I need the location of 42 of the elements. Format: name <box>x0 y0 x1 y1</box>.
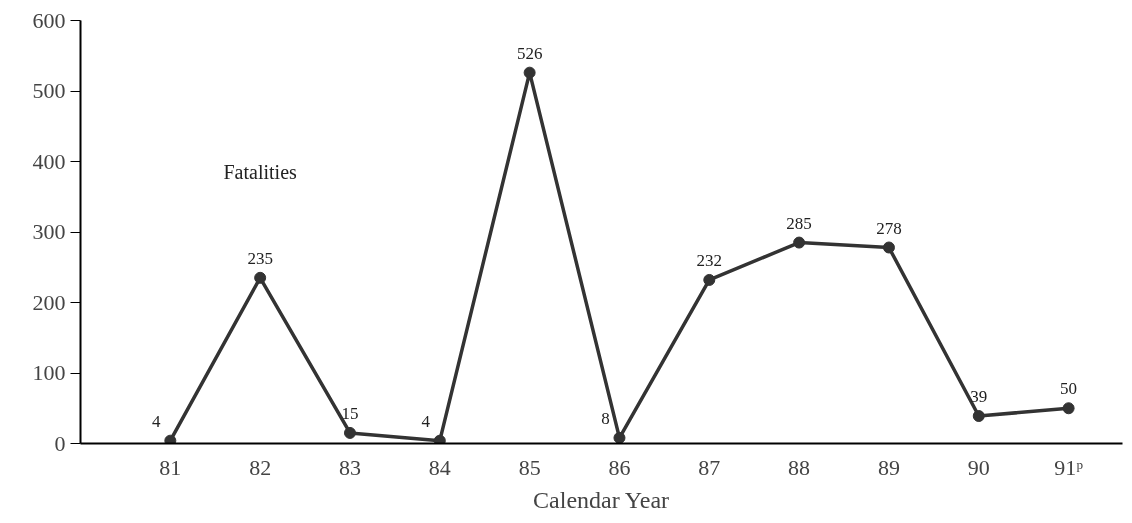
x-tick-label: 90 <box>967 454 990 480</box>
point <box>343 426 356 439</box>
x-tick-label: 85 <box>518 454 541 480</box>
point <box>164 434 177 444</box>
x-axis-title: Calendar Year <box>533 486 670 513</box>
x-tick-label: 88 <box>788 454 811 480</box>
x-tick-label: 83 <box>338 454 361 480</box>
x-tick-label: 87 <box>698 454 721 480</box>
y-tick-label: 200 <box>32 289 66 315</box>
y-tick-label: 600 <box>32 7 66 33</box>
x-tick-label: 91ᵖ <box>1054 454 1084 480</box>
y-tick-label: 100 <box>32 360 66 385</box>
point <box>882 241 895 254</box>
point <box>972 410 985 422</box>
data-label: 278 <box>876 218 902 238</box>
y-tick-label: 0 <box>54 430 66 456</box>
data-label: 235 <box>247 248 273 268</box>
point <box>523 66 536 79</box>
point <box>703 273 716 286</box>
text: Fatalities <box>223 160 298 183</box>
y-tick-label: 400 <box>32 148 66 174</box>
x-tick-label: 89 <box>877 454 900 480</box>
data-label: 8 <box>601 408 610 428</box>
x-tick-label: 86 <box>608 454 631 480</box>
point <box>613 431 626 444</box>
y-tick-label: 300 <box>32 219 66 244</box>
x-tick-label: 84 <box>428 454 451 480</box>
data-label: 50 <box>1060 379 1078 399</box>
data-label: 4 <box>152 411 162 431</box>
data-label: 15 <box>341 403 359 423</box>
point <box>793 236 806 249</box>
data-label: 232 <box>696 250 723 270</box>
data-label: 4 <box>421 411 431 431</box>
x-tick-label: 81 <box>159 454 182 480</box>
point <box>1062 402 1075 415</box>
point <box>433 434 446 444</box>
data-label: 39 <box>970 387 988 407</box>
data-label: 285 <box>786 213 812 233</box>
data-label: 526 <box>516 43 543 63</box>
y-tick-label: 500 <box>32 78 66 103</box>
point <box>254 271 267 284</box>
x-tick-label: 82 <box>249 454 272 480</box>
